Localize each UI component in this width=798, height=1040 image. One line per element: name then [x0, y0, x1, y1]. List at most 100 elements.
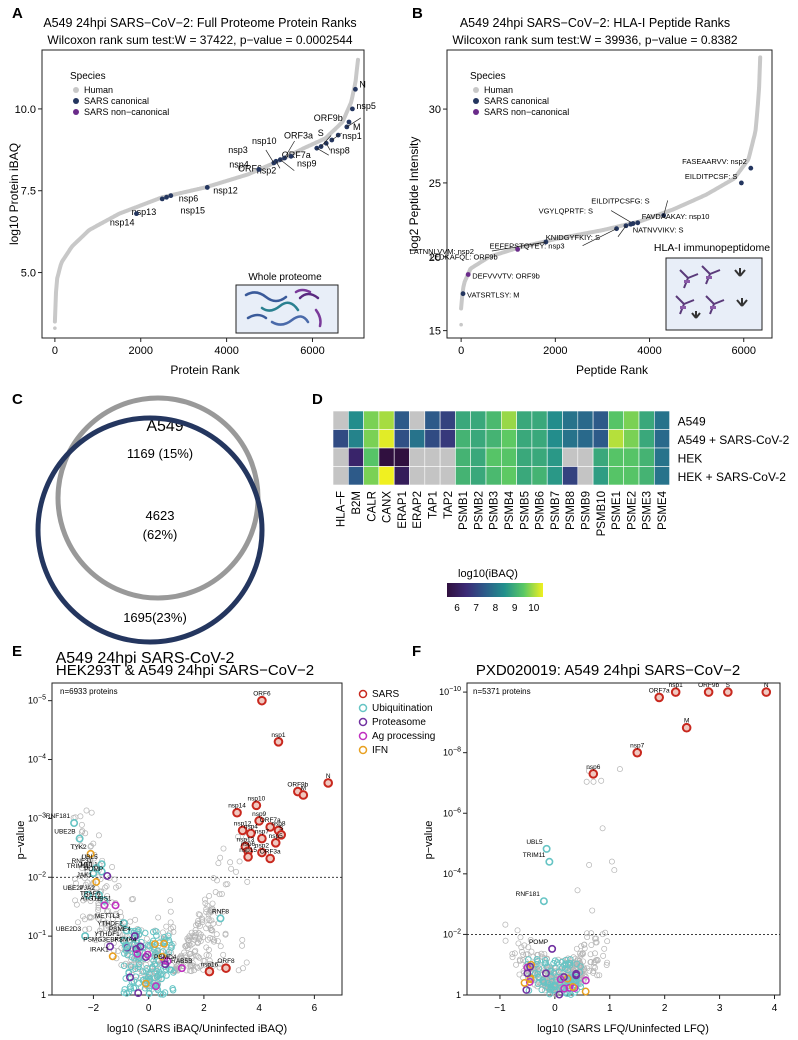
ubiquitination-cloud-point	[138, 938, 145, 946]
heatmap-cell	[409, 466, 426, 486]
point-label: PSMD4	[154, 954, 177, 961]
background-protein-point	[112, 912, 119, 919]
y-tick-label: 15	[429, 326, 441, 338]
point-rnf181	[539, 897, 548, 906]
panel-a-title: A549 24hpi SARS−CoV−2: Full Proteome Pro…	[43, 16, 356, 30]
point-label: ORF9b	[698, 682, 719, 689]
point-label: nsp10	[252, 136, 277, 146]
panel-e-ylabel: p−value	[15, 821, 27, 860]
ubiquitination-cloud-point	[127, 963, 135, 970]
x-tick-label: 6000	[300, 345, 324, 357]
annotated-cloud-point	[541, 969, 550, 978]
heatmap-column-label: PSME1	[611, 491, 623, 530]
heatmap-cell	[332, 466, 349, 486]
annotated-cloud-point	[126, 973, 134, 982]
annotated-cloud-point	[560, 984, 569, 993]
y-tick-exponent: −6	[453, 807, 461, 814]
point-vatsrtlsy-m	[460, 291, 466, 297]
background-protein-point	[84, 879, 91, 886]
point-label: RNF181	[46, 813, 71, 820]
heatmap-cell	[516, 429, 533, 449]
heatmap-cell	[470, 429, 487, 449]
point-label: nsp1	[669, 682, 683, 689]
background-protein-point	[73, 901, 80, 908]
annotated-cloud-point	[520, 978, 529, 987]
heatmap-cell	[393, 466, 410, 486]
background-protein-point	[208, 917, 215, 924]
background-protein-point	[590, 969, 597, 976]
background-protein-point	[586, 967, 593, 974]
legend-b-human-dot	[473, 87, 479, 93]
heatmap-column-label: PSMB1	[458, 491, 470, 530]
point-tyk2	[86, 849, 95, 858]
y-tick-exponent: −4	[38, 754, 46, 761]
background-protein-point	[220, 845, 227, 852]
point-rnf181	[70, 819, 79, 828]
ubiquitination-cloud-point	[157, 990, 165, 998]
heatmap-cell	[424, 429, 441, 449]
background-protein-point	[182, 943, 189, 950]
background-protein-point	[203, 925, 210, 932]
heatmap-cell	[562, 447, 579, 467]
background-protein-point	[579, 950, 586, 957]
background-protein-point	[167, 897, 174, 904]
background-protein-point	[583, 778, 590, 785]
background-protein-point	[115, 948, 121, 955]
heatmap-cell	[623, 447, 640, 467]
background-protein-point	[209, 927, 216, 934]
label-leader	[582, 228, 617, 247]
background-protein-point	[228, 865, 235, 872]
x-tick-label: 0	[552, 1003, 558, 1014]
x-tick-label: 2	[201, 1003, 207, 1014]
point-label: YTHDF2	[97, 920, 123, 927]
point-n	[323, 778, 333, 788]
y-tick-label: 10.0	[15, 104, 36, 116]
point-orf7a	[265, 822, 275, 832]
heatmap-column-label: CANX	[382, 491, 394, 523]
annotated-cloud-point	[526, 962, 535, 971]
x-tick-label: 1	[607, 1003, 613, 1014]
point-nsp12	[204, 185, 210, 190]
background-protein-point	[190, 962, 197, 969]
point-s	[723, 687, 733, 697]
y-tick-label: 10−5	[28, 695, 46, 706]
point-label: nsp16	[201, 962, 219, 969]
point-label: M	[684, 718, 689, 725]
heatmap-cell	[332, 410, 349, 430]
point-label: EILDITPCSFG: S	[591, 196, 649, 205]
point-label: nsp1	[342, 131, 362, 141]
background-protein-point	[91, 851, 98, 858]
background-protein-point	[96, 927, 103, 934]
background-protein-point	[604, 959, 611, 966]
background-protein-point	[88, 809, 95, 816]
panel-f-plot-frame	[466, 682, 781, 996]
ubiquitination-cloud-point	[546, 990, 554, 998]
background-protein-point	[583, 930, 590, 937]
point-m	[681, 722, 692, 733]
background-protein-point	[515, 940, 522, 947]
point-ube2b	[75, 834, 84, 843]
heatmap-cell	[608, 447, 625, 467]
label-leader	[284, 140, 295, 159]
point-nsp4	[246, 828, 256, 839]
ubiquitination-cloud-point	[135, 980, 142, 987]
heatmap-cell	[439, 466, 456, 486]
point-label: nsp15	[239, 847, 257, 854]
heatmap-column-label: PSMB9	[580, 491, 592, 530]
background-protein-point	[103, 883, 110, 890]
legend-agproc-dot	[358, 731, 368, 741]
colorbar-tick-label: 6	[454, 603, 460, 614]
heatmap-cell	[653, 429, 670, 449]
x-tick-label: 0	[52, 345, 58, 357]
heatmap-cell	[409, 447, 426, 467]
heatmap-cell	[332, 447, 349, 467]
background-protein-point	[521, 942, 528, 949]
label-leader	[617, 225, 627, 237]
ubiquitination-cloud-point	[159, 991, 167, 998]
point-label: N	[326, 773, 331, 780]
heatmap-cell	[424, 410, 441, 430]
background-protein-point	[167, 925, 174, 932]
heatmap-cell	[332, 429, 349, 449]
legend-canonical-dot	[73, 98, 79, 104]
panel-a-subtitle: Wilcoxon rank sum test:W = 37422, p−valu…	[47, 33, 353, 47]
